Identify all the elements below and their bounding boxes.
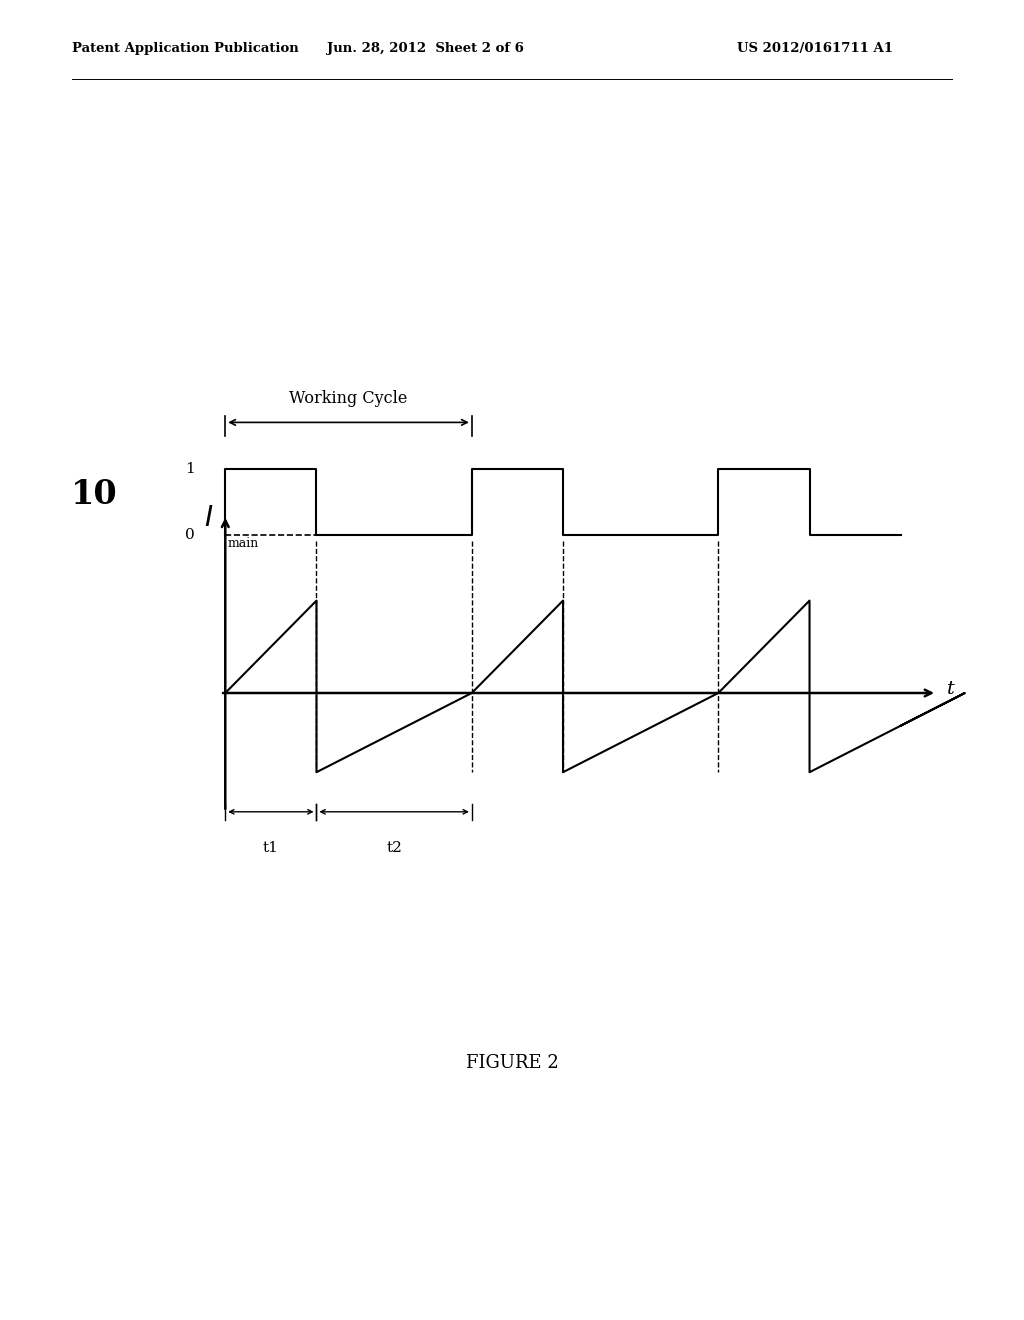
- Text: Working Cycle: Working Cycle: [290, 389, 408, 407]
- Text: FIGURE 2: FIGURE 2: [466, 1053, 558, 1072]
- Text: 0: 0: [184, 528, 195, 541]
- Text: $I$: $I$: [204, 506, 213, 532]
- Text: US 2012/0161711 A1: US 2012/0161711 A1: [737, 42, 893, 55]
- Text: t1: t1: [263, 841, 279, 855]
- Text: Jun. 28, 2012  Sheet 2 of 6: Jun. 28, 2012 Sheet 2 of 6: [327, 42, 523, 55]
- Text: t2: t2: [386, 841, 402, 855]
- Text: main: main: [227, 537, 259, 550]
- Text: t: t: [947, 680, 955, 698]
- Text: 1: 1: [184, 462, 195, 475]
- Text: Patent Application Publication: Patent Application Publication: [72, 42, 298, 55]
- Text: 10: 10: [71, 479, 118, 511]
